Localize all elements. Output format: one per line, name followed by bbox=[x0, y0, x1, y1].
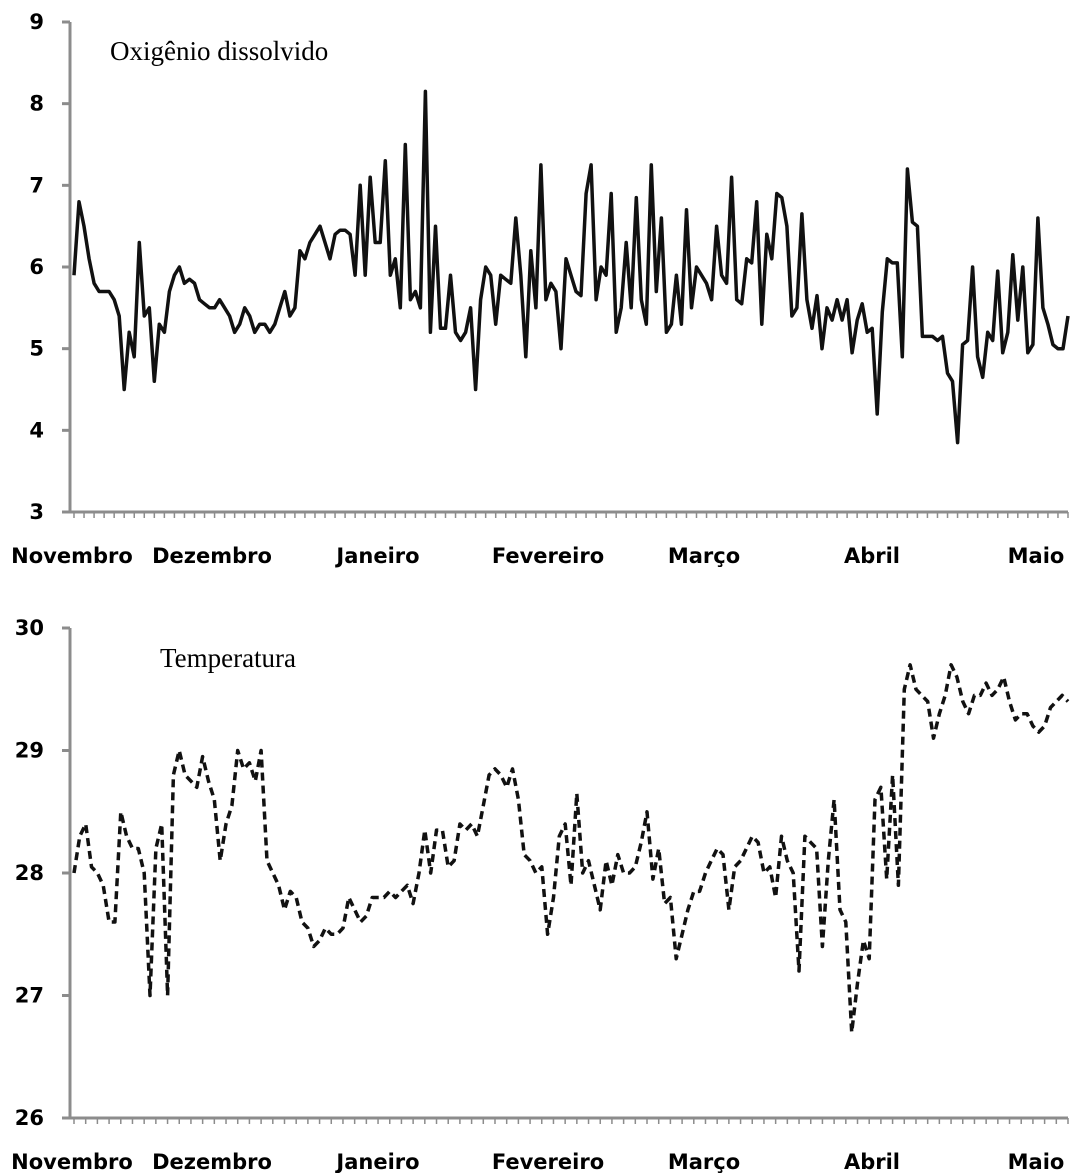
month-label: Novembro bbox=[11, 1150, 133, 1173]
chart-title: Temperatura bbox=[160, 643, 296, 673]
month-label: Fevereiro bbox=[492, 1150, 604, 1173]
temperature-series-line bbox=[72, 663, 1070, 1035]
oxygen-series-line bbox=[72, 89, 1070, 445]
month-label: Fevereiro bbox=[492, 544, 604, 568]
month-label: Março bbox=[668, 544, 740, 568]
month-label: Março bbox=[668, 1150, 740, 1173]
month-label: Janeiro bbox=[334, 1150, 419, 1173]
month-label: Abril bbox=[844, 544, 900, 568]
y-tick-label: 28 bbox=[15, 861, 44, 885]
month-label: Maio bbox=[1008, 1150, 1065, 1173]
y-tick-label: 30 bbox=[15, 616, 44, 640]
y-tick-label: 5 bbox=[29, 337, 44, 361]
month-label: Abril bbox=[844, 1150, 900, 1173]
y-tick-label: 8 bbox=[29, 92, 44, 116]
month-label: Novembro bbox=[11, 544, 133, 568]
month-label: Dezembro bbox=[152, 1150, 272, 1173]
y-tick-label: 3 bbox=[29, 500, 44, 524]
y-tick-label: 7 bbox=[29, 173, 44, 197]
y-tick-label: 27 bbox=[15, 984, 44, 1008]
x-minor-ticks bbox=[73, 1118, 1069, 1124]
y-tick-label: 4 bbox=[29, 418, 44, 442]
chart-title: Oxigênio dissolvido bbox=[110, 36, 328, 66]
oxygen-chart-panel: Oxigênio dissolvido 3 4 5 6 7 8 9 Novembro Dezemb… bbox=[11, 10, 1070, 568]
y-tick-label: 6 bbox=[29, 255, 44, 279]
y-tick-label: 9 bbox=[29, 10, 44, 34]
month-label: Dezembro bbox=[152, 544, 272, 568]
month-label: Maio bbox=[1008, 544, 1065, 568]
x-minor-ticks bbox=[73, 512, 1069, 518]
temperature-chart-panel: Temperatura 26 27 28 29 30 Novembro Dezembro Jan… bbox=[11, 616, 1070, 1173]
month-label: Janeiro bbox=[334, 544, 419, 568]
y-tick-label: 29 bbox=[15, 739, 44, 763]
y-tick-label: 26 bbox=[15, 1106, 44, 1130]
